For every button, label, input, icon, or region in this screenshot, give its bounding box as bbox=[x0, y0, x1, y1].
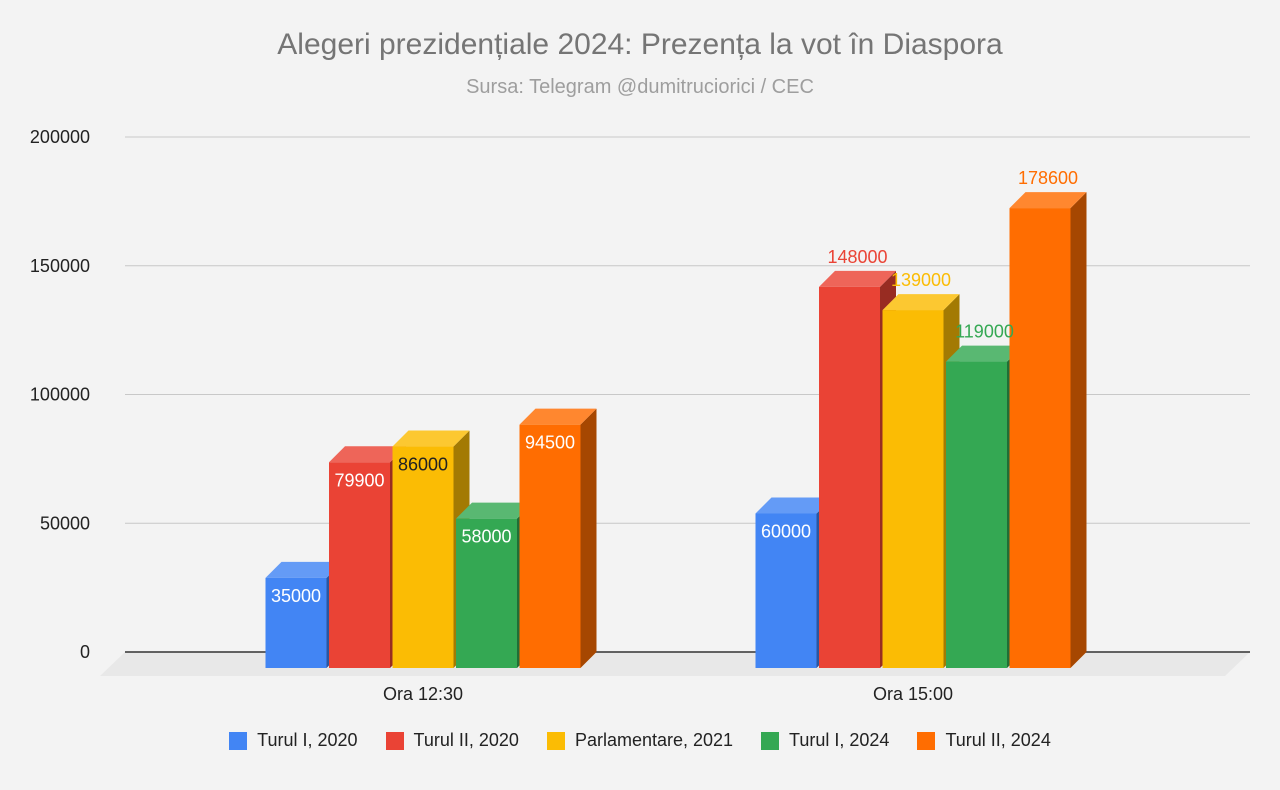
bar-side bbox=[580, 408, 597, 668]
bar-top bbox=[329, 446, 406, 463]
bar-front bbox=[946, 361, 1007, 668]
legend-item: Parlamentare, 2021 bbox=[546, 730, 734, 751]
legend-label: Turul I, 2020 bbox=[257, 730, 358, 750]
y-tick-label: 0 bbox=[80, 642, 90, 662]
bar-top bbox=[456, 502, 533, 519]
chart-subtitle: Sursa: Telegram @dumitruciorici / CEC bbox=[466, 76, 814, 98]
data-label: 119000 bbox=[955, 322, 1014, 342]
data-label: 79900 bbox=[334, 470, 384, 490]
plot-area: 0 50000 100000 150000 200000 Ora 12:30 Ora 15:… bbox=[30, 127, 1250, 704]
bar-side bbox=[1070, 192, 1087, 669]
legend-swatch bbox=[546, 731, 565, 750]
x-tick-label: Ora 12:30 bbox=[383, 684, 463, 704]
x-tick-label: Ora 15:00 bbox=[873, 684, 953, 704]
bar-top bbox=[265, 561, 343, 578]
data-label: 178600 bbox=[1018, 168, 1078, 188]
data-label: 139000 bbox=[891, 270, 951, 290]
bar-front bbox=[265, 577, 327, 668]
y-tick-label: 200000 bbox=[30, 127, 90, 147]
legend-item: Turul I, 2020 bbox=[229, 730, 358, 751]
bar-front bbox=[882, 310, 944, 668]
bar bbox=[519, 408, 597, 668]
bar-front bbox=[329, 462, 390, 668]
legend-label: Turul II, 2020 bbox=[413, 730, 519, 750]
legend-item: Turul II, 2020 bbox=[385, 730, 519, 751]
legend-item: Turul I, 2024 bbox=[761, 730, 889, 751]
bar-front bbox=[819, 286, 880, 668]
data-label: 148000 bbox=[827, 247, 887, 267]
bar-top bbox=[882, 294, 960, 311]
data-label: 94500 bbox=[525, 433, 575, 453]
legend-swatch bbox=[385, 731, 404, 750]
legend-swatch bbox=[917, 731, 936, 750]
data-label: 35000 bbox=[271, 586, 321, 606]
legend-item: Turul II, 2024 bbox=[917, 730, 1051, 751]
bar-top bbox=[755, 497, 833, 514]
legend-label: Turul II, 2024 bbox=[945, 730, 1051, 750]
bar-top bbox=[392, 430, 470, 447]
y-tick-label: 150000 bbox=[30, 256, 90, 276]
bar-top bbox=[519, 408, 597, 425]
data-label: 60000 bbox=[761, 522, 811, 542]
bar-top bbox=[946, 345, 1023, 362]
bar-front bbox=[755, 513, 817, 668]
y-tick-label: 50000 bbox=[40, 513, 90, 533]
bar-front bbox=[1009, 208, 1071, 669]
y-tick-label: 100000 bbox=[30, 385, 90, 405]
chart-title: Alegeri prezidențiale 2024: Prezența la … bbox=[277, 28, 1003, 61]
data-label: 58000 bbox=[461, 527, 511, 547]
legend-swatch bbox=[761, 731, 780, 750]
legend-label: Parlamentare, 2021 bbox=[574, 730, 734, 750]
data-label: 86000 bbox=[398, 455, 448, 475]
bar-top bbox=[1009, 192, 1087, 209]
bar-front bbox=[456, 518, 517, 668]
bar-front bbox=[392, 446, 454, 668]
legend-swatch bbox=[229, 731, 248, 750]
bar-front bbox=[519, 424, 581, 668]
bar bbox=[1009, 192, 1087, 669]
bar-top bbox=[819, 270, 896, 287]
legend: Turul I, 2020 Turul II, 2020 Parlamentare,… bbox=[0, 730, 1280, 751]
legend-label: Turul I, 2024 bbox=[789, 730, 890, 750]
